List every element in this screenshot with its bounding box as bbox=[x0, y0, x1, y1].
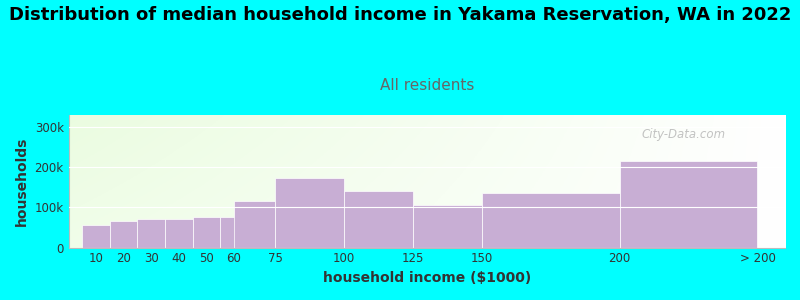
Bar bbox=[234, 201, 275, 248]
Bar bbox=[344, 191, 413, 248]
Bar bbox=[413, 206, 482, 248]
Bar bbox=[620, 161, 758, 248]
Title: All residents: All residents bbox=[379, 78, 474, 93]
Bar bbox=[110, 221, 138, 248]
Bar bbox=[275, 178, 344, 248]
Text: City-Data.com: City-Data.com bbox=[642, 128, 726, 141]
Bar bbox=[165, 219, 193, 247]
Y-axis label: households: households bbox=[15, 136, 29, 226]
Bar bbox=[138, 220, 165, 248]
X-axis label: household income ($1000): household income ($1000) bbox=[322, 271, 531, 285]
Bar bbox=[193, 218, 220, 248]
Bar bbox=[220, 218, 248, 248]
Text: Distribution of median household income in Yakama Reservation, WA in 2022: Distribution of median household income … bbox=[9, 6, 791, 24]
Bar bbox=[82, 226, 110, 247]
Bar bbox=[482, 193, 620, 247]
